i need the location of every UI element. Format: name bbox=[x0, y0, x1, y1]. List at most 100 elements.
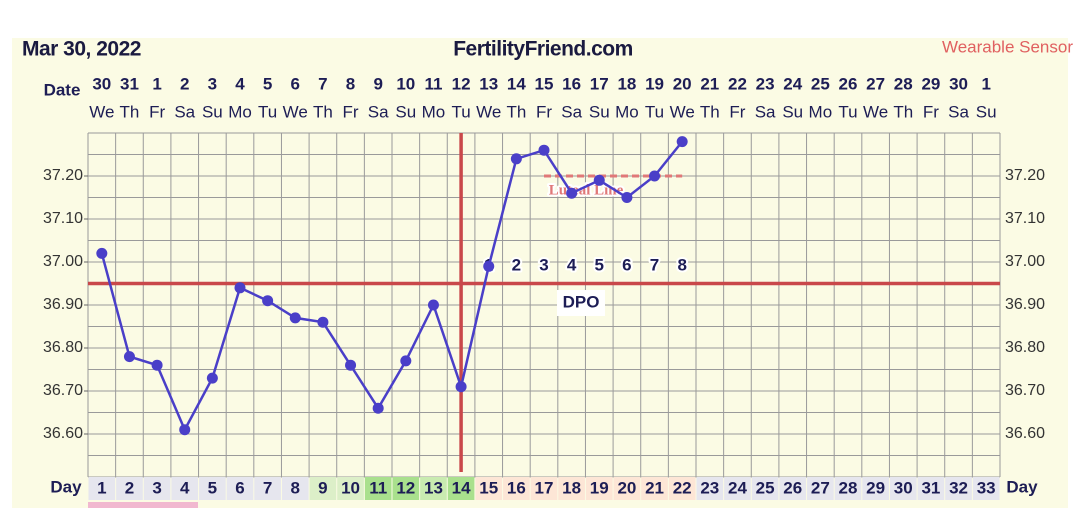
date-label: 22 bbox=[728, 74, 747, 93]
date-label: 7 bbox=[318, 74, 327, 93]
day-label: 21 bbox=[645, 478, 664, 497]
date-label: 18 bbox=[617, 74, 636, 93]
day-label: 10 bbox=[341, 478, 360, 497]
date-label: 2 bbox=[180, 74, 189, 93]
day-cell bbox=[116, 477, 143, 500]
weekday-label: We bbox=[476, 102, 501, 121]
day-label: 28 bbox=[839, 478, 858, 497]
y-tick-label: 37.20 bbox=[1005, 167, 1045, 184]
temperature-point bbox=[317, 316, 329, 328]
day-label: 30 bbox=[894, 478, 913, 497]
temperature-point bbox=[96, 247, 108, 259]
day-cell bbox=[503, 477, 530, 500]
weekday-label: Mo bbox=[615, 102, 639, 121]
weekday-label: Fr bbox=[343, 102, 359, 121]
day-cell bbox=[364, 477, 392, 500]
y-tick-label: 36.80 bbox=[43, 339, 83, 356]
date-label: 27 bbox=[866, 74, 885, 93]
temperature-point bbox=[289, 312, 301, 324]
date-label: 30 bbox=[949, 74, 968, 93]
weekday-label: Mo bbox=[228, 102, 252, 121]
day-label: 17 bbox=[535, 478, 554, 497]
dpo-box bbox=[557, 290, 605, 316]
day-label: Day bbox=[50, 477, 82, 496]
day-cell bbox=[226, 477, 254, 500]
y-tick-label: 36.70 bbox=[1005, 382, 1045, 399]
date-label: 1 bbox=[152, 74, 161, 93]
day-cell bbox=[917, 477, 945, 500]
day-label: Day bbox=[1006, 477, 1038, 496]
weekday-label: Fr bbox=[729, 102, 745, 121]
date-label: 9 bbox=[373, 74, 382, 93]
date-label: 28 bbox=[894, 74, 913, 93]
day-cell bbox=[392, 477, 420, 500]
day-cell bbox=[807, 477, 834, 500]
period-strip bbox=[88, 502, 198, 508]
day-label: 22 bbox=[673, 478, 692, 497]
date-label: Date bbox=[44, 80, 81, 99]
date-label: 14 bbox=[507, 74, 526, 93]
day-label: 33 bbox=[977, 478, 996, 497]
temperature-point bbox=[427, 299, 439, 311]
dpo-label: DPO bbox=[563, 292, 600, 311]
date-label: 26 bbox=[839, 74, 858, 93]
day-cell bbox=[585, 477, 613, 500]
y-tick-label: 36.60 bbox=[1005, 425, 1045, 442]
weekday-label: Sa bbox=[174, 102, 195, 121]
day-cell bbox=[751, 477, 779, 500]
date-label: 23 bbox=[756, 74, 775, 93]
temperature-point bbox=[206, 372, 218, 384]
temperature-line bbox=[100, 140, 684, 433]
temperature-point bbox=[179, 424, 191, 436]
date-label: 29 bbox=[921, 74, 940, 93]
date-label: 10 bbox=[396, 74, 415, 93]
weekday-label: Su bbox=[589, 102, 610, 121]
weekday-label: Th bbox=[120, 102, 140, 121]
temperature-point bbox=[151, 359, 163, 371]
day-cell bbox=[834, 477, 862, 500]
temperature-point bbox=[566, 187, 578, 199]
day-label: 25 bbox=[756, 478, 775, 497]
day-label: 31 bbox=[921, 478, 940, 497]
weekday-label: Tu bbox=[838, 102, 857, 121]
date-label: 16 bbox=[562, 74, 581, 93]
date-label: 21 bbox=[700, 74, 719, 93]
day-cell bbox=[309, 477, 337, 500]
day-label: 1 bbox=[97, 478, 106, 497]
day-label: 2 bbox=[125, 478, 134, 497]
day-cell bbox=[668, 477, 696, 500]
weekday-label: Fr bbox=[923, 102, 939, 121]
day-label: 32 bbox=[949, 478, 968, 497]
day-label: 20 bbox=[617, 478, 636, 497]
date-label: 12 bbox=[452, 74, 471, 93]
day-label: 23 bbox=[700, 478, 719, 497]
day-label: 24 bbox=[728, 478, 747, 497]
weekday-label: Sa bbox=[561, 102, 582, 121]
date-label: 3 bbox=[208, 74, 217, 93]
day-cell bbox=[171, 477, 199, 500]
day-label: 14 bbox=[452, 478, 471, 497]
weekday-label: We bbox=[283, 102, 308, 121]
day-cell bbox=[945, 477, 972, 500]
y-tick-label: 36.80 bbox=[1005, 339, 1045, 356]
date-label: 17 bbox=[590, 74, 609, 93]
weekday-label: Tu bbox=[645, 102, 664, 121]
date-label: 31 bbox=[120, 74, 139, 93]
date-label: 8 bbox=[346, 74, 355, 93]
temperature-point bbox=[262, 295, 274, 307]
day-label: 19 bbox=[590, 478, 609, 497]
weekday-label: We bbox=[863, 102, 888, 121]
day-cell bbox=[696, 477, 724, 500]
date-label: 1 bbox=[981, 74, 990, 93]
y-tick-label: 37.10 bbox=[43, 210, 83, 227]
day-cell bbox=[254, 477, 281, 500]
y-tick-label: 36.90 bbox=[1005, 296, 1045, 313]
temperature-point bbox=[593, 174, 605, 186]
temperature-point bbox=[234, 282, 246, 294]
day-label: 12 bbox=[396, 478, 415, 497]
day-cell bbox=[558, 477, 585, 500]
date-label: 5 bbox=[263, 74, 272, 93]
weekday-label: Tu bbox=[451, 102, 470, 121]
weekday-label: Su bbox=[782, 102, 803, 121]
